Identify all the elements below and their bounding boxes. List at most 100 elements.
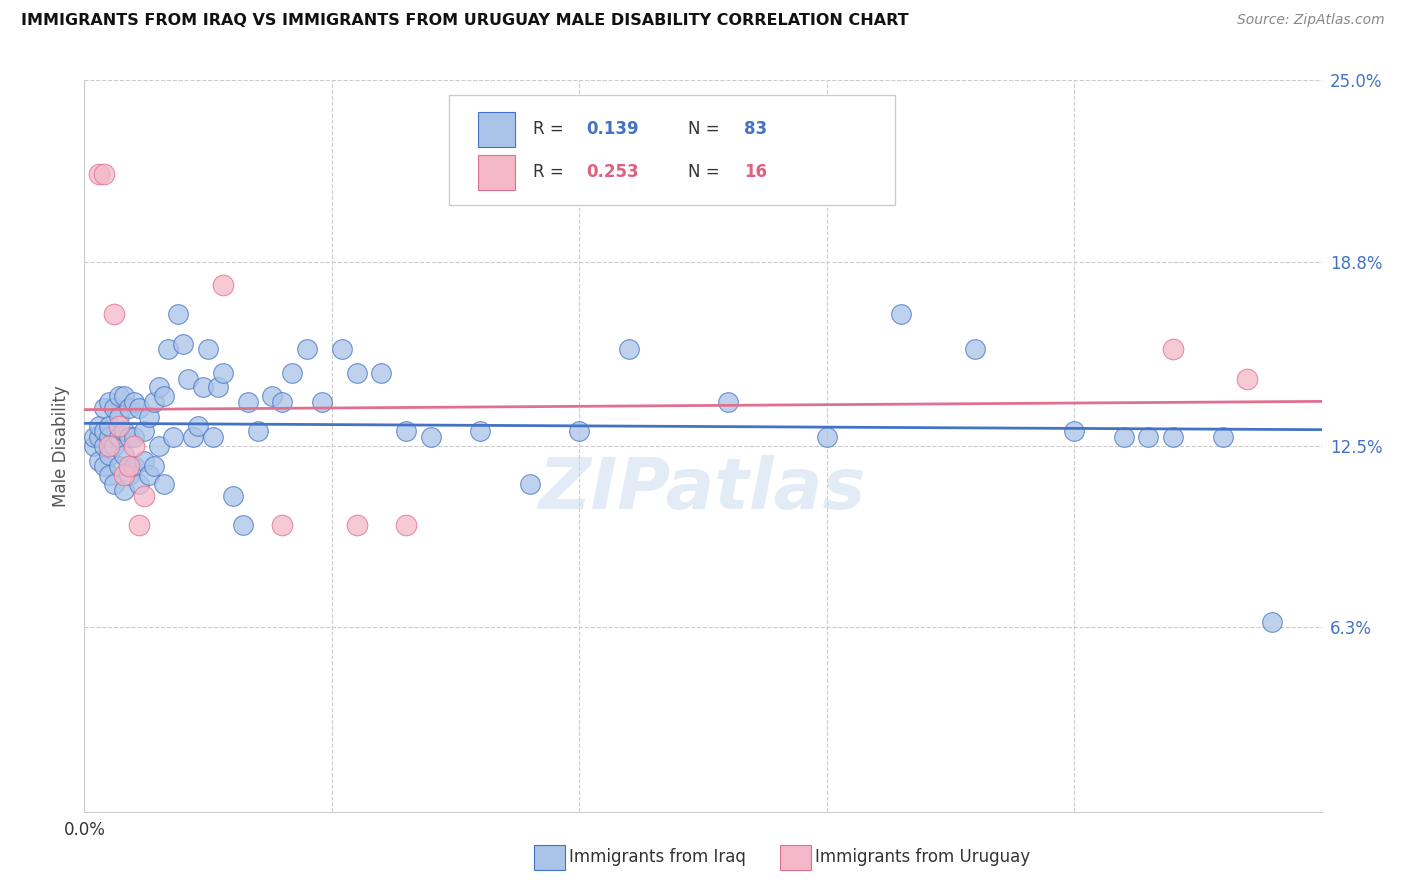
Point xyxy=(236,395,259,409)
Point xyxy=(1236,372,1258,386)
Point xyxy=(93,167,115,181)
Point xyxy=(132,489,155,503)
Point xyxy=(108,459,131,474)
Text: 83: 83 xyxy=(744,120,766,138)
Point xyxy=(112,468,135,483)
Point xyxy=(112,448,135,462)
Point xyxy=(112,425,135,439)
Point xyxy=(167,307,190,321)
Point xyxy=(122,439,145,453)
Point xyxy=(93,439,115,453)
Point xyxy=(470,425,492,439)
Point xyxy=(419,430,441,444)
Point xyxy=(93,425,115,439)
Point xyxy=(132,425,155,439)
Point xyxy=(271,518,294,533)
Point xyxy=(98,439,121,453)
Point xyxy=(108,409,131,424)
Point xyxy=(395,518,418,533)
Point xyxy=(1137,430,1160,444)
Point xyxy=(395,425,418,439)
Point xyxy=(212,366,235,380)
Point xyxy=(187,418,209,433)
Point xyxy=(202,430,225,444)
Point xyxy=(181,430,204,444)
Y-axis label: Male Disability: Male Disability xyxy=(52,385,70,507)
Point xyxy=(83,439,105,453)
Point xyxy=(103,401,125,415)
Text: N =: N = xyxy=(688,120,720,138)
Point xyxy=(118,459,141,474)
Point xyxy=(246,425,269,439)
Point xyxy=(122,459,145,474)
Text: IMMIGRANTS FROM IRAQ VS IMMIGRANTS FROM URUGUAY MALE DISABILITY CORRELATION CHAR: IMMIGRANTS FROM IRAQ VS IMMIGRANTS FROM … xyxy=(21,13,908,29)
Point xyxy=(138,409,160,424)
Point xyxy=(93,401,115,415)
Point xyxy=(138,468,160,483)
Point xyxy=(103,477,125,491)
Text: Immigrants from Iraq: Immigrants from Iraq xyxy=(569,848,747,866)
Point xyxy=(108,430,131,444)
Text: Source: ZipAtlas.com: Source: ZipAtlas.com xyxy=(1237,13,1385,28)
FancyBboxPatch shape xyxy=(450,95,894,204)
Text: 0.0%: 0.0% xyxy=(63,822,105,839)
FancyBboxPatch shape xyxy=(478,112,515,147)
Point xyxy=(112,389,135,403)
Point xyxy=(191,380,214,394)
Point xyxy=(965,343,987,357)
Text: Immigrants from Uruguay: Immigrants from Uruguay xyxy=(815,848,1031,866)
Point xyxy=(132,453,155,467)
Point xyxy=(1063,425,1085,439)
Point xyxy=(346,518,368,533)
Point xyxy=(311,395,333,409)
Point xyxy=(98,395,121,409)
Text: N =: N = xyxy=(688,163,720,181)
Point xyxy=(89,167,111,181)
Point xyxy=(815,430,838,444)
Point xyxy=(1112,430,1135,444)
Point xyxy=(128,477,150,491)
Point xyxy=(98,430,121,444)
Point xyxy=(271,395,294,409)
Text: R =: R = xyxy=(533,163,569,181)
Point xyxy=(98,468,121,483)
Point xyxy=(128,518,150,533)
Point xyxy=(1212,430,1234,444)
Point xyxy=(330,343,353,357)
Point xyxy=(222,489,245,503)
Point xyxy=(232,518,254,533)
Point xyxy=(197,343,219,357)
Point xyxy=(890,307,912,321)
Point xyxy=(152,477,174,491)
Point xyxy=(295,343,318,357)
Point xyxy=(83,430,105,444)
Point xyxy=(89,418,111,433)
Point xyxy=(103,439,125,453)
Point xyxy=(717,395,740,409)
Point xyxy=(617,343,640,357)
Point xyxy=(519,477,541,491)
Point xyxy=(142,459,165,474)
Point xyxy=(89,430,111,444)
Point xyxy=(93,459,115,474)
Point xyxy=(177,372,200,386)
Point xyxy=(568,425,591,439)
FancyBboxPatch shape xyxy=(478,155,515,190)
Point xyxy=(1161,343,1184,357)
Point xyxy=(103,307,125,321)
Point xyxy=(162,430,184,444)
Point xyxy=(157,343,180,357)
Point xyxy=(122,395,145,409)
Point xyxy=(112,483,135,497)
Point xyxy=(118,401,141,415)
Point xyxy=(148,439,170,453)
Text: 0.139: 0.139 xyxy=(586,120,640,138)
Point xyxy=(212,278,235,293)
Point xyxy=(98,448,121,462)
Point xyxy=(122,430,145,444)
Point xyxy=(148,380,170,394)
Point xyxy=(118,468,141,483)
Point xyxy=(1261,615,1284,629)
Point xyxy=(108,418,131,433)
Point xyxy=(118,430,141,444)
